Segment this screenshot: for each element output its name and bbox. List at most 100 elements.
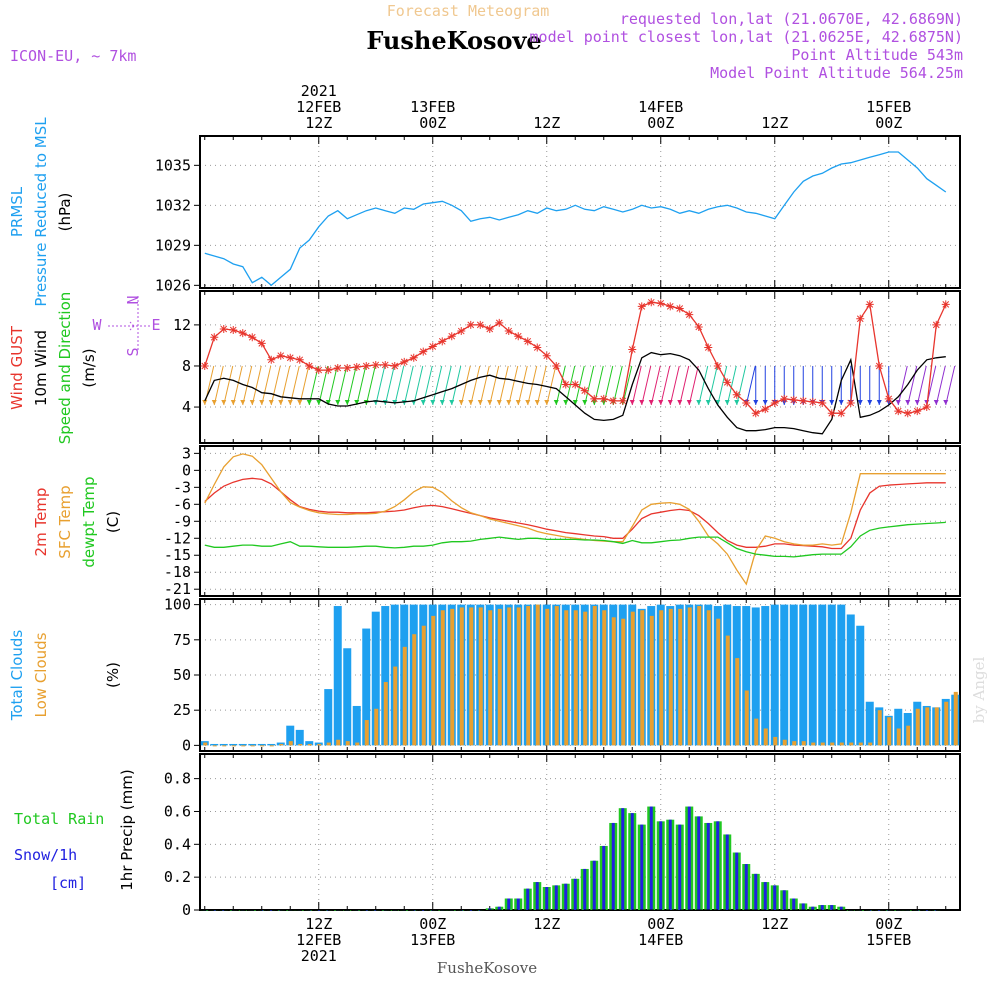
wind-gust-marker (818, 398, 827, 407)
wind-gust-marker (704, 343, 713, 352)
wind-gust-marker (343, 364, 352, 373)
total-cloud-bar (799, 604, 808, 746)
snow-bar (592, 860, 596, 910)
wind-direction-arrow-shaft (688, 365, 699, 406)
low-cloud-bar (687, 607, 692, 746)
wind-gust-marker (932, 320, 941, 329)
snow-bar (877, 910, 881, 911)
snow-bar (754, 873, 758, 910)
wind-direction-arrowhead (648, 400, 654, 405)
wind-direction-arrow (762, 365, 768, 405)
snow-bar (659, 821, 663, 910)
wind-direction-arrow (724, 365, 737, 406)
wind-direction-arrow (487, 365, 500, 406)
wind-direction-arrow-shaft (641, 365, 652, 406)
y-tick-label: 0.6 (164, 802, 191, 820)
wind-direction-arrowhead (515, 400, 521, 405)
total-cloud-bar (827, 604, 836, 746)
wind-gust-marker (324, 366, 333, 375)
low-cloud-bar (763, 728, 768, 746)
wind-direction-arrowhead (867, 400, 873, 405)
wind-direction-arrow (259, 365, 272, 406)
snow-bar (925, 910, 929, 911)
panel-frame (199, 135, 961, 289)
pressure-axis-label: (hPa) (56, 193, 74, 232)
wind-gust-marker (694, 322, 703, 331)
wind-gust-marker (495, 318, 504, 327)
wind-direction-arrow-shaft (527, 365, 538, 406)
low-cloud-bar (678, 608, 683, 746)
low-cloud-bar (649, 615, 654, 746)
wind-direction-arrow (230, 365, 243, 406)
bottom-time-label: 15FEB (866, 931, 911, 949)
wind-gust-marker (732, 390, 741, 399)
wind-direction-arrowhead (202, 400, 208, 405)
wind-gust-marker (276, 351, 285, 360)
wind-gust-marker (438, 337, 447, 346)
wind-direction-arrow-shaft (479, 365, 490, 406)
wind-direction-arrowhead (468, 400, 474, 405)
total-cloud-bar (818, 604, 827, 746)
snow-bar (364, 910, 368, 911)
wind-direction-arrowhead (278, 400, 284, 405)
wind-direction-arrow-shaft (631, 365, 642, 406)
wind-axis-label: 10m Wind (32, 330, 50, 406)
wind-direction-arrow (943, 365, 956, 406)
wind-direction-arrow (667, 365, 680, 406)
low-cloud-bar (393, 666, 398, 746)
low-cloud-bar (630, 611, 635, 746)
total-cloud-bar (362, 628, 371, 746)
low-cloud-bar (944, 701, 949, 746)
total-cloud-bar (742, 606, 751, 746)
low-cloud-bar (934, 707, 939, 746)
low-cloud-bar (820, 742, 825, 746)
wind-gust-marker (666, 302, 675, 311)
wind-gust-marker (485, 325, 494, 333)
wind-gust-marker (295, 355, 304, 364)
wind-gust-marker (637, 302, 646, 311)
wind-direction-arrow-shaft (707, 365, 718, 406)
low-cloud-bar (440, 610, 445, 746)
total-cloud-bar (333, 606, 342, 746)
total-cloud-bar (371, 611, 380, 746)
wind-gust-marker (609, 396, 618, 405)
wind-direction-arrow (278, 365, 291, 406)
low-cloud-bar (564, 610, 569, 746)
panel-frame (199, 290, 961, 444)
wind-direction-arrow (392, 365, 405, 406)
wind-10m-line (204, 351, 946, 435)
y-tick-label: 25 (173, 701, 191, 719)
bottom-time-label: 12Z (761, 915, 788, 933)
low-cloud-bar (222, 745, 227, 747)
wind-direction-arrowhead (582, 400, 588, 405)
wind-gust-marker (789, 395, 798, 404)
wind-direction-arrowhead (430, 400, 436, 405)
snow-bar (526, 888, 530, 910)
wind-gust-marker (799, 396, 808, 405)
wind-gust-marker (447, 332, 456, 341)
wind-gust-marker (913, 407, 922, 416)
low-cloud-bar (279, 743, 284, 746)
wind-direction-arrowhead (544, 400, 550, 405)
snow-bar (621, 808, 625, 910)
y-tick-label: -15 (164, 546, 191, 564)
wind-gust-marker (751, 409, 760, 418)
wind-gust-marker (523, 337, 532, 346)
top-time-label: 12Z (533, 114, 560, 132)
temp-2m-line (204, 477, 946, 550)
wind-gust-marker (200, 361, 209, 370)
wind-direction-arrow-shaft (508, 365, 519, 406)
total-cloud-bar (761, 606, 770, 746)
wind-gust-marker (419, 347, 428, 356)
low-cloud-bar (535, 604, 540, 746)
wind-direction-arrowhead (629, 400, 635, 405)
model-point-altitude: Model Point Altitude 564.25m (710, 64, 963, 82)
wind-gust-marker (552, 361, 561, 370)
low-cloud-bar (431, 615, 436, 746)
wind-direction-arrowhead (895, 400, 901, 405)
wind-direction-arrow (705, 365, 718, 406)
wind-gust-marker (362, 361, 371, 370)
model-label: ICON-EU, ~ 7km (10, 47, 136, 65)
wind-direction-arrowhead (297, 400, 303, 405)
